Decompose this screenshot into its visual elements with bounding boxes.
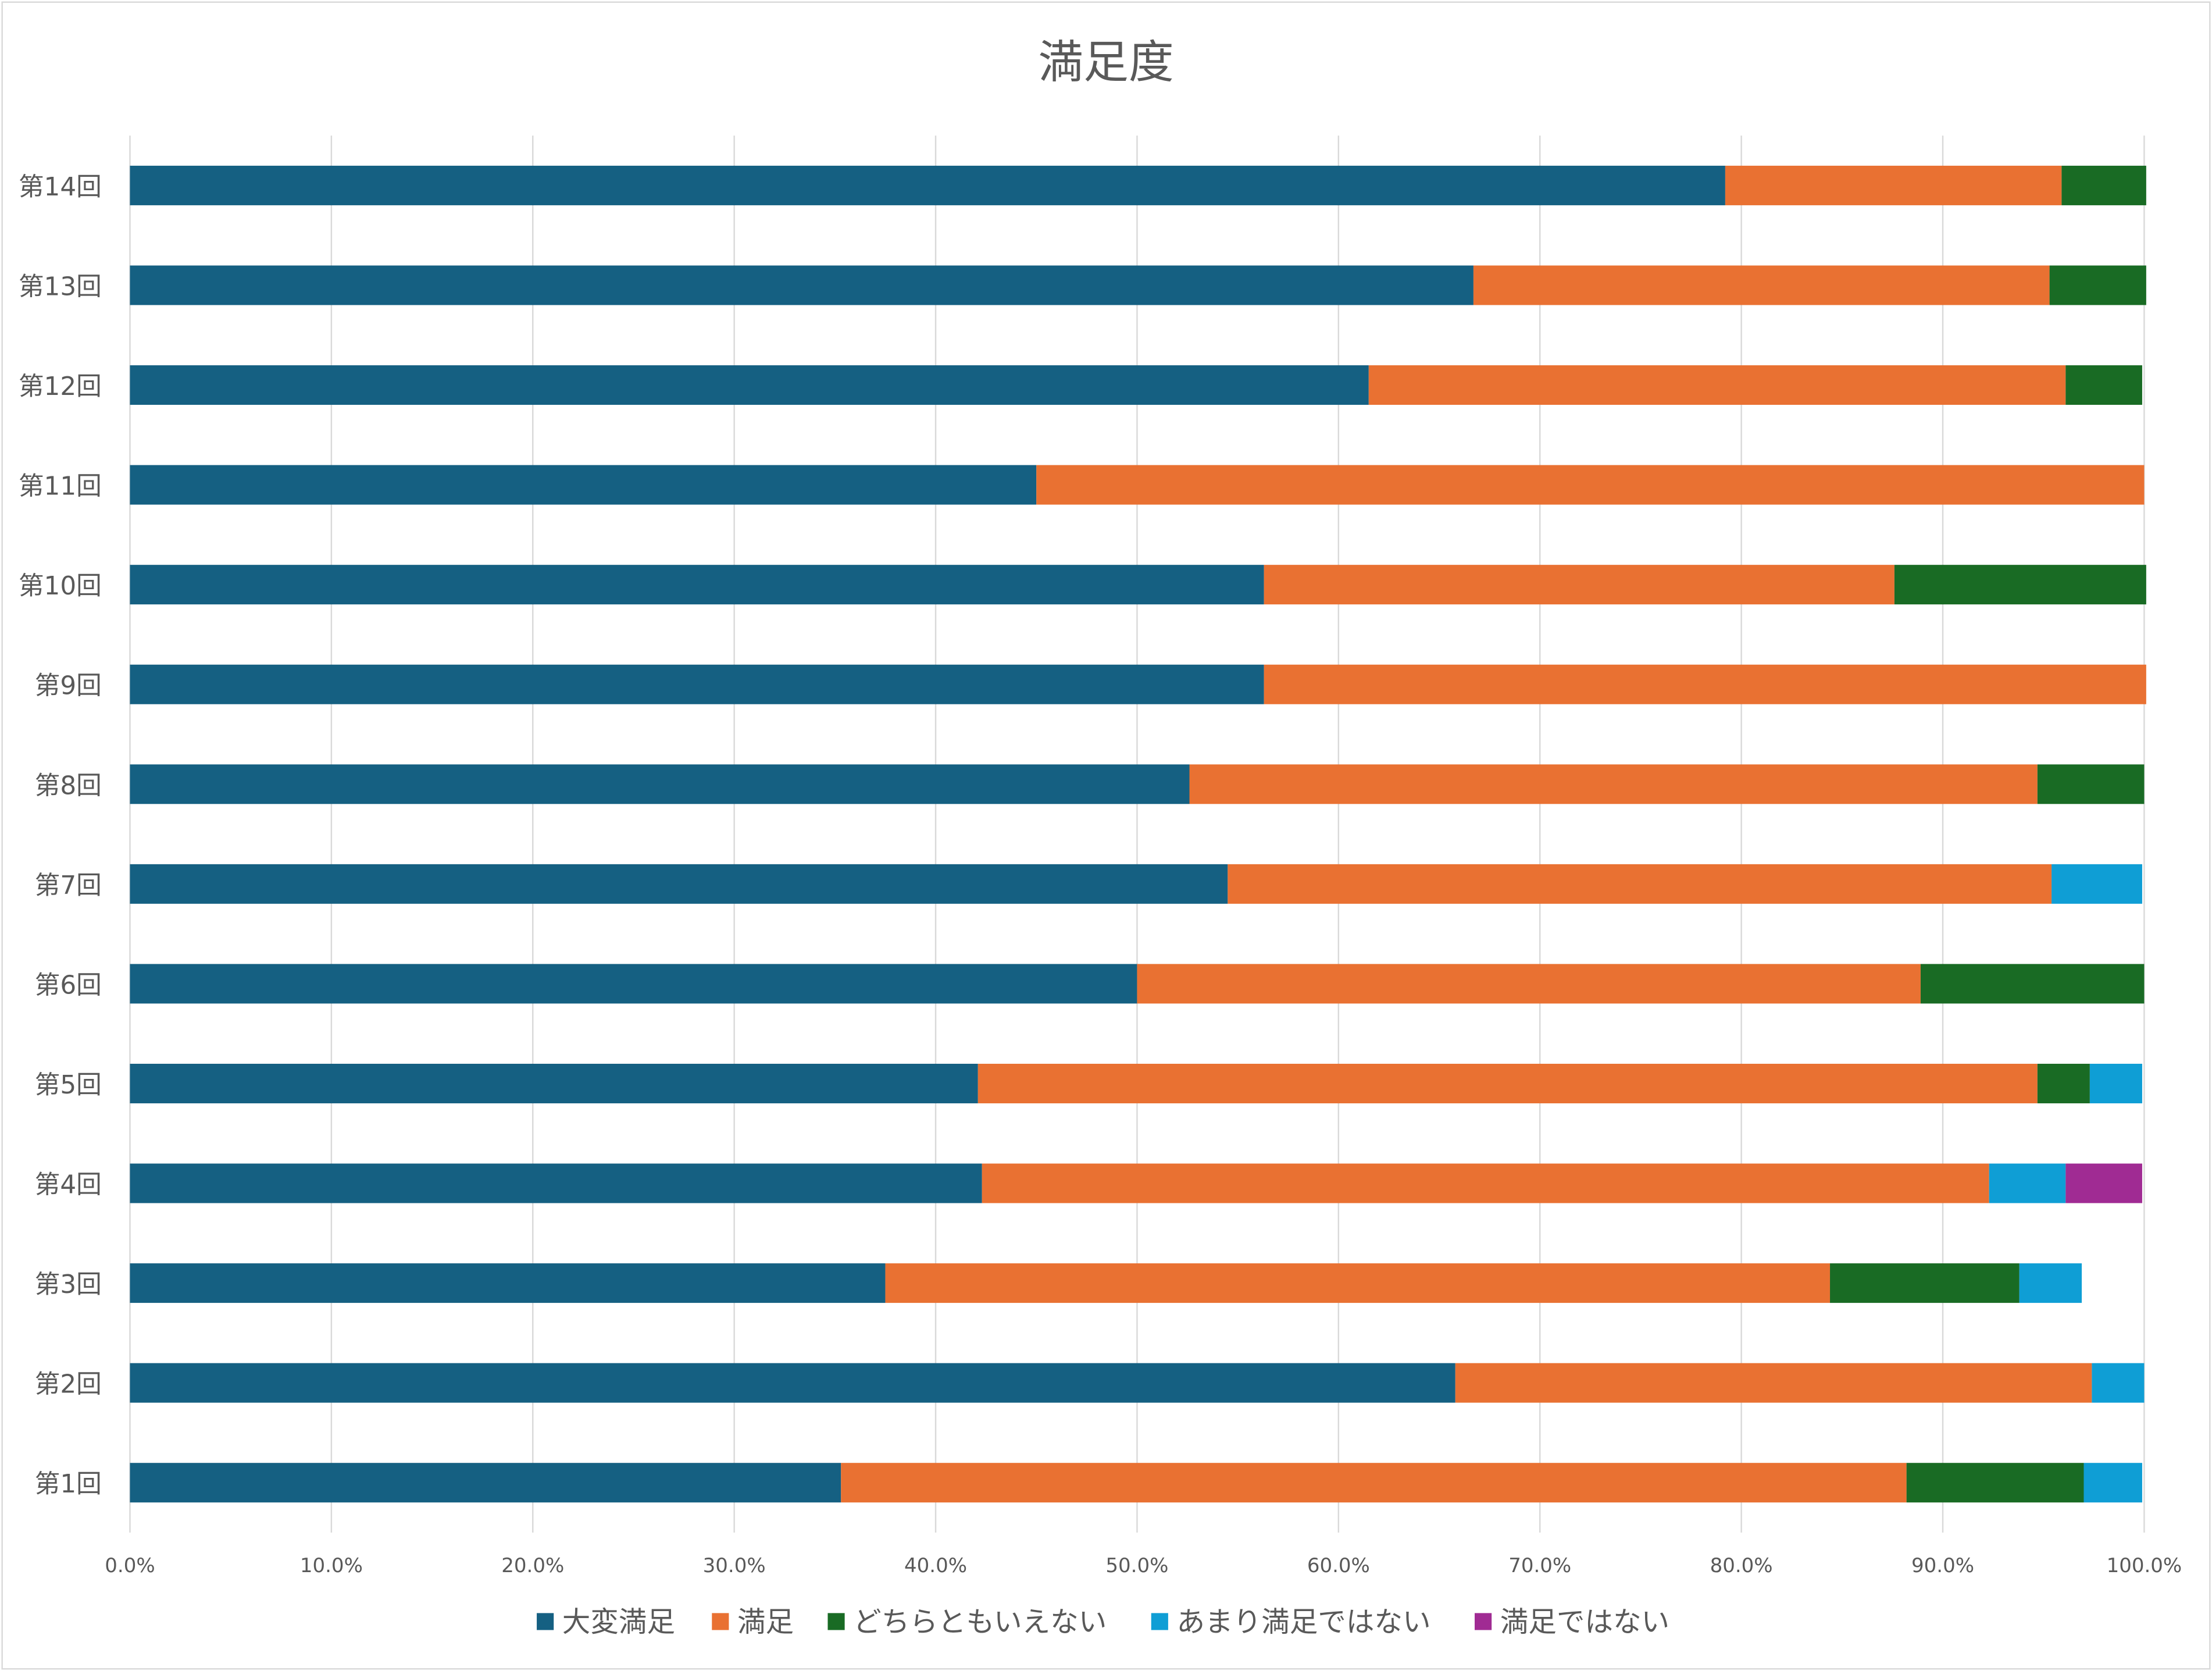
y-tick-label: 第8回 bbox=[35, 771, 102, 800]
bar-segment bbox=[130, 864, 1228, 904]
bar-segment bbox=[130, 265, 1474, 305]
y-tick-label: 第7回 bbox=[35, 871, 102, 900]
bar-segment bbox=[2065, 1163, 2142, 1203]
legend-label: 満足ではない bbox=[1500, 1606, 1669, 1638]
y-tick-label: 第1回 bbox=[35, 1469, 102, 1499]
x-tick-label: 40.0% bbox=[904, 1554, 967, 1577]
category-axis: 第1回 第2回 第3回 第4回 第5回 第6回 第7回 第8回 第9回 第10回 第11回 第12回 第… bbox=[19, 172, 102, 1499]
y-tick-label: 第4回 bbox=[35, 1170, 102, 1200]
bar-segment bbox=[977, 1063, 2038, 1103]
x-tick-label: 90.0% bbox=[1911, 1554, 1974, 1577]
y-tick-label: 第11回 bbox=[19, 472, 102, 501]
y-tick-label: 第6回 bbox=[35, 970, 102, 1000]
bar-segment bbox=[2052, 864, 2142, 904]
bar-segment bbox=[130, 365, 1369, 405]
bar-segment bbox=[1189, 764, 2038, 804]
x-tick-label: 70.0% bbox=[1508, 1554, 1571, 1577]
x-tick-label: 50.0% bbox=[1105, 1554, 1168, 1577]
bar-segment bbox=[2061, 165, 2146, 205]
legend-label: 大変満足 bbox=[562, 1606, 675, 1638]
bar-segment bbox=[1920, 964, 2145, 1004]
x-tick-label: 80.0% bbox=[1710, 1554, 1773, 1577]
x-tick-label: 60.0% bbox=[1307, 1554, 1370, 1577]
bar-segment bbox=[1725, 165, 2062, 205]
legend: 大変満足 満足 どちらともいえない あまり満足ではない 満足ではない bbox=[537, 1606, 1669, 1638]
x-tick-label: 0.0% bbox=[105, 1554, 155, 1577]
bar-segment bbox=[2089, 1063, 2142, 1103]
bar-segment bbox=[130, 664, 1264, 704]
bar-segment bbox=[130, 1463, 841, 1503]
bar-segment bbox=[2049, 265, 2146, 305]
bar-segment bbox=[1894, 565, 2146, 605]
bars bbox=[130, 165, 2146, 1503]
bar-segment bbox=[1989, 1163, 2066, 1203]
bar-segment bbox=[2019, 1263, 2082, 1303]
bar-segment bbox=[1906, 1463, 2084, 1503]
bar-segment bbox=[2092, 1363, 2145, 1403]
y-tick-label: 第13回 bbox=[19, 272, 102, 301]
bar-segment bbox=[2037, 764, 2145, 804]
bar-segment bbox=[1473, 265, 2050, 305]
bar-segment bbox=[2037, 1063, 2090, 1103]
x-tick-label: 20.0% bbox=[501, 1554, 564, 1577]
bar-segment bbox=[130, 565, 1264, 605]
x-tick-label: 30.0% bbox=[703, 1554, 766, 1577]
bar-segment bbox=[1455, 1363, 2092, 1403]
x-tick-label: 10.0% bbox=[300, 1554, 363, 1577]
bar-segment bbox=[982, 1163, 1989, 1203]
bar-segment bbox=[130, 1263, 886, 1303]
bar-segment bbox=[841, 1463, 1907, 1503]
bar-segment bbox=[130, 465, 1037, 505]
value-axis: 0.0% 10.0% 20.0% 30.0% 40.0% 50.0% 60.0% 70.0% 8… bbox=[105, 1554, 2182, 1577]
bar-segment bbox=[1264, 664, 2146, 704]
legend-label: 満足 bbox=[737, 1606, 794, 1638]
y-tick-label: 第5回 bbox=[35, 1070, 102, 1100]
bar-segment bbox=[130, 1063, 978, 1103]
legend-swatch bbox=[1475, 1613, 1492, 1630]
legend-swatch bbox=[712, 1613, 729, 1630]
legend-label: あまり満足ではない bbox=[1176, 1606, 1430, 1638]
bar-segment bbox=[130, 1163, 982, 1203]
legend-swatch bbox=[827, 1613, 845, 1630]
bar-segment bbox=[1036, 465, 2145, 505]
bar-segment bbox=[130, 1363, 1455, 1403]
bar-segment bbox=[1830, 1263, 2020, 1303]
bar-segment bbox=[130, 165, 1725, 205]
y-tick-label: 第10回 bbox=[19, 571, 102, 601]
bar-segment bbox=[1228, 864, 2052, 904]
chart-title: 満足度 bbox=[1038, 37, 1173, 89]
bar-segment bbox=[1264, 565, 1895, 605]
y-tick-label: 第12回 bbox=[19, 372, 102, 401]
y-tick-label: 第3回 bbox=[35, 1270, 102, 1299]
x-tick-label: 100.0% bbox=[2107, 1554, 2182, 1577]
bar-segment bbox=[2083, 1463, 2142, 1503]
bar-segment bbox=[1368, 365, 2066, 405]
bar-segment bbox=[1137, 964, 1921, 1004]
y-tick-label: 第14回 bbox=[19, 172, 102, 202]
legend-label: どちらともいえない bbox=[853, 1606, 1107, 1638]
legend-swatch bbox=[537, 1613, 554, 1630]
legend-swatch bbox=[1151, 1613, 1168, 1630]
y-tick-label: 第2回 bbox=[35, 1370, 102, 1399]
bar-segment bbox=[130, 964, 1137, 1004]
bar-segment bbox=[130, 764, 1190, 804]
bar-segment bbox=[2065, 365, 2142, 405]
bar-segment bbox=[885, 1263, 1831, 1303]
y-tick-label: 第9回 bbox=[35, 671, 102, 701]
